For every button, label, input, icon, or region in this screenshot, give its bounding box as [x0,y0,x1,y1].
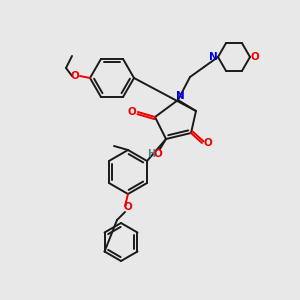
Text: O: O [250,52,260,62]
Text: O: O [204,138,212,148]
Text: N: N [208,52,217,62]
Text: N: N [176,91,184,101]
Text: O: O [70,71,80,81]
Text: O: O [154,149,162,159]
Text: H: H [147,149,155,159]
Text: O: O [128,107,136,117]
Text: O: O [124,202,132,212]
